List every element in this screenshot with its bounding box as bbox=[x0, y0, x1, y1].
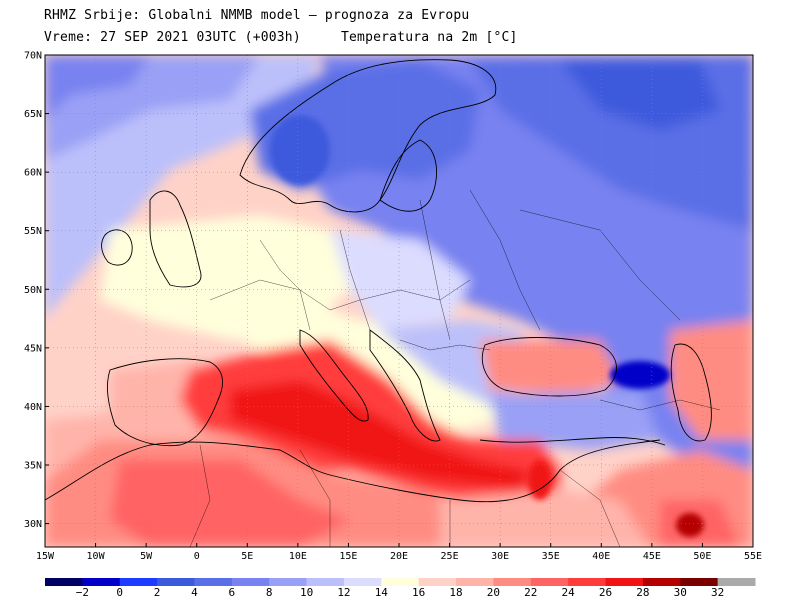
colorbar-swatch bbox=[231, 578, 270, 586]
colorbar-swatch bbox=[456, 578, 494, 586]
colorbar-swatch bbox=[343, 578, 382, 586]
colorbar-swatch bbox=[194, 578, 233, 586]
colorbar-label: 4 bbox=[191, 586, 198, 599]
colorbar-swatch bbox=[605, 578, 644, 586]
lat-tick-label: 70N bbox=[24, 51, 42, 62]
map-title: RHMZ Srbije: Globalni NMMB model — progn… bbox=[44, 8, 470, 23]
colorbar-label: 18 bbox=[449, 586, 462, 599]
lon-tick-label: 30E bbox=[491, 551, 509, 562]
colorbar-label: 16 bbox=[412, 586, 425, 599]
colorbar-swatch bbox=[82, 578, 121, 586]
lat-tick-label: 30N bbox=[24, 519, 42, 530]
lon-tick-label: 25E bbox=[441, 551, 459, 562]
lat-tick-label: 45N bbox=[24, 343, 42, 354]
lat-tick-label: 60N bbox=[24, 168, 42, 179]
colorbar-swatch bbox=[642, 578, 681, 586]
coastlines bbox=[45, 59, 712, 503]
lon-tick-label: 15E bbox=[339, 551, 357, 562]
lon-tick-label: 15W bbox=[36, 551, 55, 562]
colorbar-swatch bbox=[381, 578, 420, 586]
colorbar-label: 32 bbox=[711, 586, 724, 599]
lon-tick-label: 20E bbox=[390, 551, 408, 562]
lon-tick-label: 10E bbox=[289, 551, 307, 562]
colorbar-label: 28 bbox=[636, 586, 649, 599]
colorbar: −2 0 2 4 6 8 10 12 14 16 18 20 22 24 26 28 30 32 bbox=[45, 578, 756, 599]
lon-tick-label: 40E bbox=[592, 551, 610, 562]
colorbar-label: 22 bbox=[524, 586, 537, 599]
colorbar-label: 6 bbox=[229, 586, 236, 599]
colorbar-swatch bbox=[306, 578, 345, 586]
colorbar-swatch bbox=[717, 578, 756, 586]
colorbar-label: 26 bbox=[599, 586, 612, 599]
lat-tick-label: 35N bbox=[24, 461, 42, 472]
colorbar-label: 14 bbox=[375, 586, 389, 599]
colorbar-swatch bbox=[493, 578, 532, 586]
lon-tick-label: 10W bbox=[87, 551, 106, 562]
colorbar-swatch bbox=[680, 578, 719, 586]
colorbar-label: 0 bbox=[116, 586, 123, 599]
lon-tick-label: 0 bbox=[194, 551, 200, 562]
lon-tick-label: 5W bbox=[140, 551, 153, 562]
colorbar-swatch bbox=[568, 578, 607, 586]
colorbar-label: 10 bbox=[300, 586, 313, 599]
lon-tick-label: 5E bbox=[241, 551, 253, 562]
colorbar-label: 24 bbox=[562, 586, 576, 599]
colorbar-swatch bbox=[157, 578, 195, 586]
lat-tick-label: 50N bbox=[24, 285, 42, 296]
country-borders bbox=[189, 189, 721, 547]
colorbar-swatch bbox=[530, 578, 569, 586]
colorbar-label: 2 bbox=[154, 586, 161, 599]
lon-tick-label: 50E bbox=[693, 551, 711, 562]
lat-tick-label: 65N bbox=[24, 109, 42, 120]
lon-tick-label: 55E bbox=[744, 551, 762, 562]
lon-tick-label: 45E bbox=[643, 551, 661, 562]
temperature-field bbox=[45, 55, 753, 547]
colorbar-label: 20 bbox=[487, 586, 500, 599]
colorbar-label: −2 bbox=[76, 586, 89, 599]
colorbar-swatch bbox=[45, 578, 83, 586]
colorbar-label: 12 bbox=[337, 586, 350, 599]
lat-tick-label: 55N bbox=[24, 226, 42, 237]
colorbar-label: 30 bbox=[674, 586, 687, 599]
colorbar-swatch bbox=[418, 578, 457, 586]
colorbar-swatch bbox=[119, 578, 158, 586]
colorbar-label: 8 bbox=[266, 586, 273, 599]
map-subtitle: Vreme: 27 SEP 2021 03UTC (+003h) Tempera… bbox=[44, 30, 518, 45]
lat-tick-label: 40N bbox=[24, 402, 42, 413]
colorbar-swatch bbox=[269, 578, 308, 586]
lon-tick-label: 35E bbox=[542, 551, 560, 562]
